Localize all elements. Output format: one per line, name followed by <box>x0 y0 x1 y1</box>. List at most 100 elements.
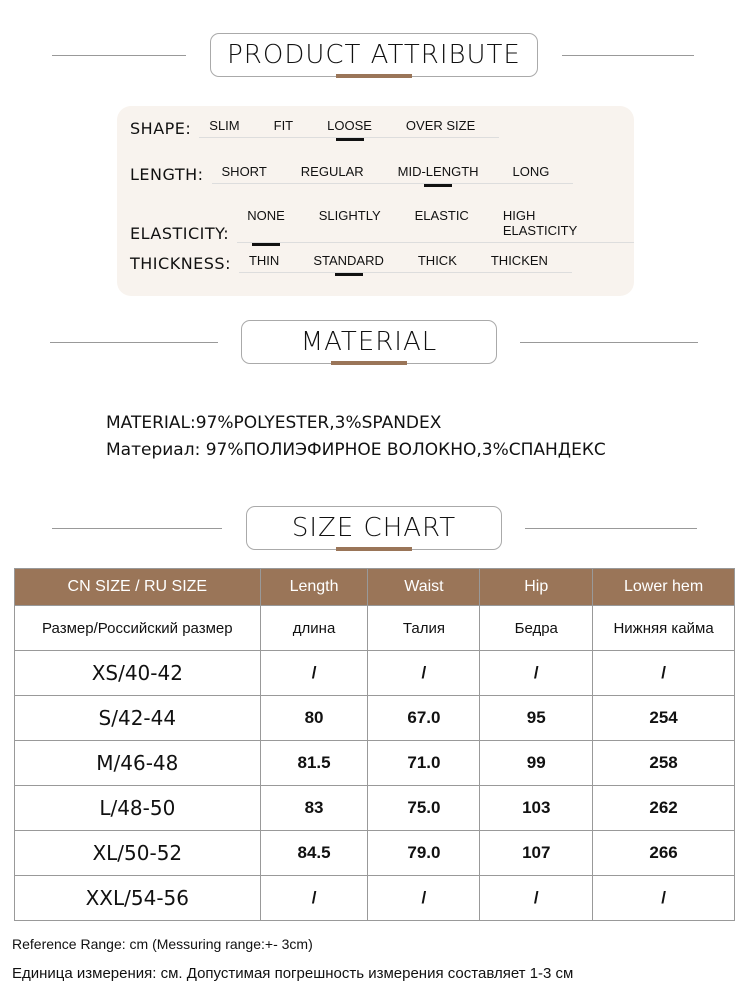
table-cell: / <box>367 650 481 696</box>
table-row: S/42-44 80 67.0 95 254 <box>14 695 735 741</box>
attribute-option-selected: NONE <box>237 208 295 246</box>
section-title-text: PRODUCT ATTRIBUTE <box>227 40 521 70</box>
attribute-label: THICKNESS: <box>130 254 231 273</box>
table-cell: 262 <box>592 785 735 831</box>
column-header-ru: Бедра <box>479 605 594 651</box>
material-en: MATERIAL:97%POLYESTER,3%SPANDEX <box>106 413 442 433</box>
attribute-options: SHORT REGULAR MID-LENGTH LONG <box>211 164 574 187</box>
table-cell: / <box>592 650 735 696</box>
column-header: Waist <box>367 568 481 606</box>
divider <box>520 342 698 343</box>
reference-note-ru: Единица измерения: см. Допустимая погреш… <box>12 965 574 982</box>
section-material: MATERIAL <box>0 320 750 370</box>
column-header-ru: длина <box>259 605 369 651</box>
header-row-ru: Размер/Российский размер длина Талия Бедра Н… <box>14 605 735 651</box>
attribute-option: THICK <box>417 253 457 268</box>
attribute-row: LENGTH: SHORT REGULAR MID-LENGTH LONG <box>130 164 574 187</box>
section-title-text: SIZE CHART <box>291 513 457 543</box>
table-cell: / <box>479 875 594 921</box>
column-header: Length <box>259 568 369 606</box>
attribute-option: LONG <box>512 164 550 179</box>
attribute-option-selected: MID-LENGTH <box>388 164 489 187</box>
section-size-chart: SIZE CHART <box>0 506 750 556</box>
table-cell: XS/40-42 <box>14 650 261 696</box>
table-cell: XXL/54-56 <box>14 875 261 921</box>
reference-note-en: Reference Range: cm (Messuring range:+- … <box>12 936 313 952</box>
accent-bar <box>331 361 407 365</box>
accent-bar <box>336 547 412 551</box>
divider <box>525 528 697 529</box>
column-header-ru: Нижняя кайма <box>592 605 735 651</box>
table-row: XXL/54-56// / / <box>14 875 735 921</box>
table-cell: L/48-50 <box>14 785 261 831</box>
attribute-row: THICKNESS: THIN STANDARD THICK THICKEN <box>130 253 572 276</box>
table-cell: / <box>367 875 481 921</box>
attribute-label: ELASTICITY: <box>130 224 230 243</box>
attribute-option-selected: STANDARD <box>303 253 394 276</box>
attribute-panel: SHAPE: SLIM FIT LOOSE OVER SIZE LENGTH: SHORT R… <box>117 106 634 296</box>
table-cell: 99 <box>479 740 594 786</box>
table-cell: / <box>592 875 735 921</box>
table-cell: / <box>259 875 369 921</box>
column-header: Lower hem <box>592 568 735 606</box>
table-cell: M/46-48 <box>14 740 261 786</box>
section-title: PRODUCT ATTRIBUTE <box>210 33 538 78</box>
table-cell: / <box>259 650 369 696</box>
attribute-option: HIGH ELASTICITY <box>502 208 578 238</box>
table-cell: 67.0 <box>367 695 481 741</box>
attribute-option: REGULAR <box>300 164 364 179</box>
table-row: XL/50-52 84.5 79.0 107 266 <box>14 830 735 876</box>
attribute-option: THICKEN <box>490 253 548 268</box>
attribute-option: SLIGHTLY <box>318 208 381 223</box>
table-row: M/46-48 81.5 71.0 99 258 <box>14 740 735 786</box>
divider <box>562 55 694 56</box>
table-cell: XL/50-52 <box>14 830 261 876</box>
table-cell: 84.5 <box>259 830 369 876</box>
table-cell: 103 <box>479 785 594 831</box>
material-ru: Материал: 97%ПОЛИЭФИРНОЕ ВОЛОКНО,3%СПАНД… <box>106 440 606 460</box>
attribute-options: NONE SLIGHTLY ELASTIC HIGH ELASTICITY <box>237 208 634 246</box>
column-header-ru: Размер/Российский размер <box>14 605 261 651</box>
table-cell: 79.0 <box>367 830 481 876</box>
table-cell: 266 <box>592 830 735 876</box>
attribute-options: THIN STANDARD THICK THICKEN <box>238 253 572 276</box>
attribute-label: SHAPE: <box>130 119 192 138</box>
table-cell: 75.0 <box>367 785 481 831</box>
table-cell: 81.5 <box>259 740 369 786</box>
section-title: SIZE CHART <box>246 506 502 551</box>
section-product-attribute: PRODUCT ATTRIBUTE <box>0 33 750 83</box>
section-title-text: MATERIAL <box>300 327 438 357</box>
section-title: MATERIAL <box>241 320 497 365</box>
divider <box>50 342 218 343</box>
column-header: Hip <box>479 568 594 606</box>
attribute-options: SLIM FIT LOOSE OVER SIZE <box>199 118 500 141</box>
size-chart-table: CN SIZE / RU SIZE Length Waist Hip Lower hem… <box>14 568 735 921</box>
table-cell: 71.0 <box>367 740 481 786</box>
attribute-option-selected: LOOSE <box>317 118 382 141</box>
table-cell: / <box>479 650 594 696</box>
attribute-option: SHORT <box>221 164 267 179</box>
table-row: XS/40-42// / / <box>14 650 735 696</box>
divider <box>52 528 222 529</box>
table-row: L/48-50 83 75.0 103 262 <box>14 785 735 831</box>
header-row: CN SIZE / RU SIZE Length Waist Hip Lower hem <box>14 568 735 606</box>
table-cell: 254 <box>592 695 735 741</box>
column-header: CN SIZE / RU SIZE <box>14 568 261 606</box>
table-cell: S/42-44 <box>14 695 261 741</box>
attribute-option: ELASTIC <box>414 208 469 223</box>
accent-bar <box>336 74 412 78</box>
attribute-label: LENGTH: <box>130 165 204 184</box>
table-cell: 95 <box>479 695 594 741</box>
column-header-ru: Талия <box>367 605 481 651</box>
attribute-option: THIN <box>248 253 280 268</box>
table-cell: 107 <box>479 830 594 876</box>
attribute-row: SHAPE: SLIM FIT LOOSE OVER SIZE <box>130 118 500 141</box>
attribute-option: FIT <box>273 118 294 133</box>
table-cell: 83 <box>259 785 369 831</box>
attribute-option: SLIM <box>209 118 240 133</box>
table-cell: 258 <box>592 740 735 786</box>
table-cell: 80 <box>259 695 369 741</box>
divider <box>52 55 186 56</box>
attribute-option: OVER SIZE <box>405 118 476 133</box>
attribute-row: ELASTICITY: NONE SLIGHTLY ELASTIC HIGH ELAST… <box>130 208 634 246</box>
